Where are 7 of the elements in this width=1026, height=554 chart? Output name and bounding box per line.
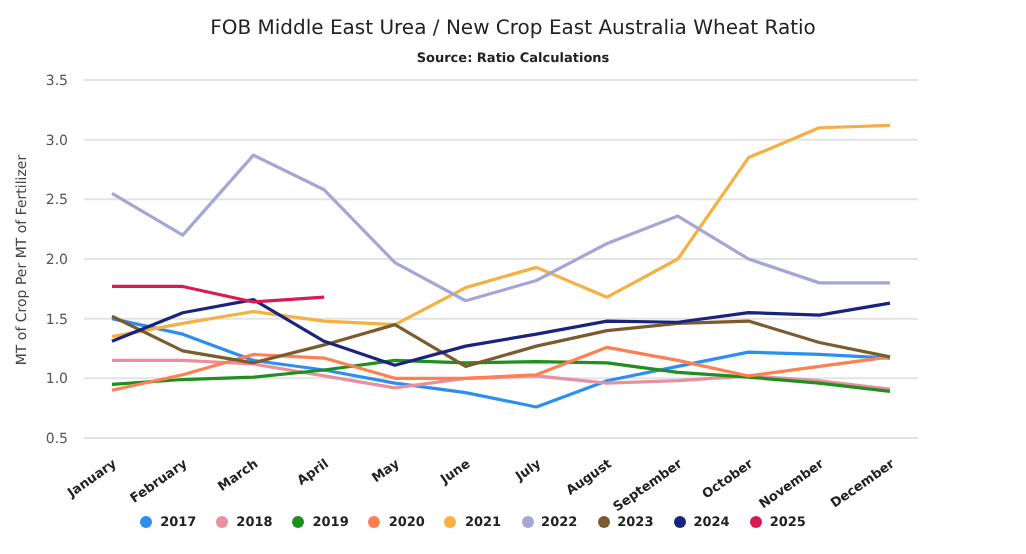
- line-series: [110, 123, 892, 339]
- chart-title: FOB Middle East Urea / New Crop East Australia Wheat Ratio: [208, 18, 818, 40]
- line-series: [110, 314, 892, 368]
- line-series: [110, 153, 892, 303]
- line-series: [110, 345, 892, 392]
- line-series: [110, 317, 892, 409]
- line-series: [110, 297, 892, 367]
